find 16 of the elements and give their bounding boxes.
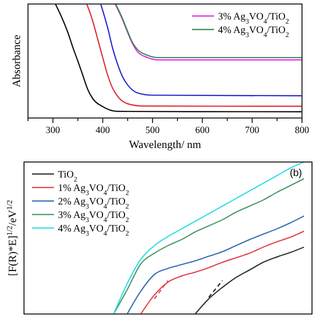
x-axis-title: Wavelength/ nm	[128, 139, 202, 151]
x-tick-label: 300	[46, 126, 60, 136]
y-axis-title: Absorbance	[11, 34, 23, 88]
x-tick-label: 500	[145, 126, 160, 136]
legend-label: 4% Ag$_{3}$VO$_{4}$/TiO$_{2}$	[218, 25, 290, 39]
legend-label: 3% Ag$_{3}$VO$_{4}$/TiO$_{2}$	[218, 12, 290, 26]
legend-label: 4% Ag$_{3}$VO$_{4}$/TiO$_{2}$	[58, 224, 130, 238]
x-tick-label: 600	[195, 126, 210, 136]
x-tick-label: 800	[294, 126, 310, 136]
x-tick-label: 700	[245, 126, 260, 136]
legend-label: 3% Ag$_{3}$VO$_{4}$/TiO$_{2}$	[58, 210, 130, 224]
x-tick-label: 400	[96, 126, 110, 136]
legend-label: 1% Ag$_{3}$VO$_{4}$/TiO$_{2}$	[58, 183, 130, 197]
annotation: (b)	[290, 168, 302, 179]
legend-label: 2% Ag$_{3}$VO$_{4}$/TiO$_{2}$	[58, 196, 130, 210]
legend-label: TiO$_{2}$	[58, 170, 78, 184]
